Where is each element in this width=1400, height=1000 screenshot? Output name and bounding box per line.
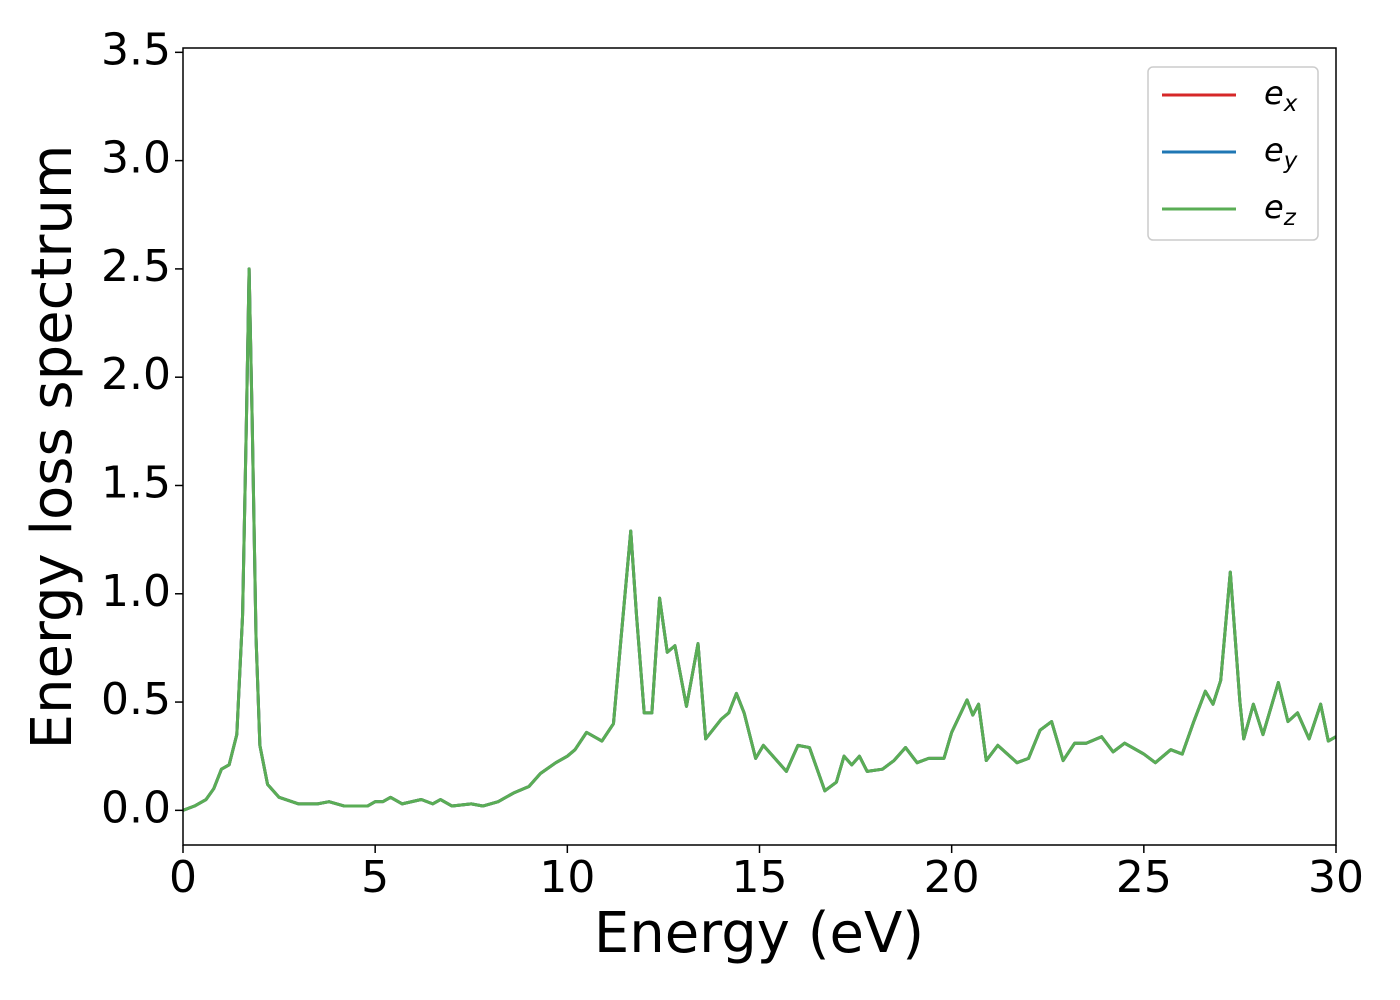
x-tick-label: 0 bbox=[169, 852, 197, 903]
y-tick-label: 3.5 bbox=[101, 24, 171, 75]
y-tick-label: 2.5 bbox=[101, 241, 171, 292]
x-tick-label: 15 bbox=[732, 852, 788, 903]
y-tick-label: 3.0 bbox=[101, 133, 171, 184]
y-tick-label: 0.0 bbox=[101, 782, 171, 833]
y-tick-label: 0.5 bbox=[101, 674, 171, 725]
x-tick-label: 25 bbox=[1116, 852, 1172, 903]
legend-label: ex bbox=[1264, 74, 1298, 117]
axes-frame bbox=[182, 47, 1337, 846]
y-axis-label: Energy loss spectrum bbox=[20, 145, 85, 750]
x-tick-label: 30 bbox=[1308, 852, 1364, 903]
x-axis-label: Energy (eV) bbox=[594, 901, 924, 966]
legend-label: ez bbox=[1264, 188, 1297, 231]
x-tick-label: 20 bbox=[924, 852, 980, 903]
y-tick-label: 1.0 bbox=[101, 566, 171, 617]
y-tick-label: 2.0 bbox=[101, 349, 171, 400]
x-tick-label: 5 bbox=[361, 852, 389, 903]
line-series bbox=[183, 267, 1336, 812]
x-tick-label: 10 bbox=[539, 852, 595, 903]
legend-label: ey bbox=[1264, 131, 1298, 174]
y-tick-label: 1.5 bbox=[101, 457, 171, 508]
plot-area bbox=[183, 267, 1336, 812]
